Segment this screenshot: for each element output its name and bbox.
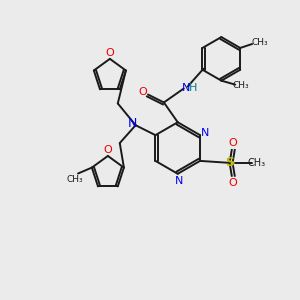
Text: O: O (106, 48, 114, 58)
Text: N: N (128, 117, 137, 130)
Text: N: N (201, 128, 209, 138)
Text: CH₃: CH₃ (248, 158, 266, 168)
Text: N: N (175, 176, 183, 186)
Text: O: O (139, 86, 147, 97)
Text: O: O (228, 178, 237, 188)
Text: CH₃: CH₃ (233, 81, 250, 90)
Text: CH₃: CH₃ (67, 175, 83, 184)
Text: CH₃: CH₃ (252, 38, 268, 46)
Text: O: O (103, 145, 112, 155)
Text: H: H (188, 82, 197, 93)
Text: N: N (182, 82, 190, 93)
Text: S: S (225, 156, 234, 170)
Text: O: O (228, 138, 237, 148)
